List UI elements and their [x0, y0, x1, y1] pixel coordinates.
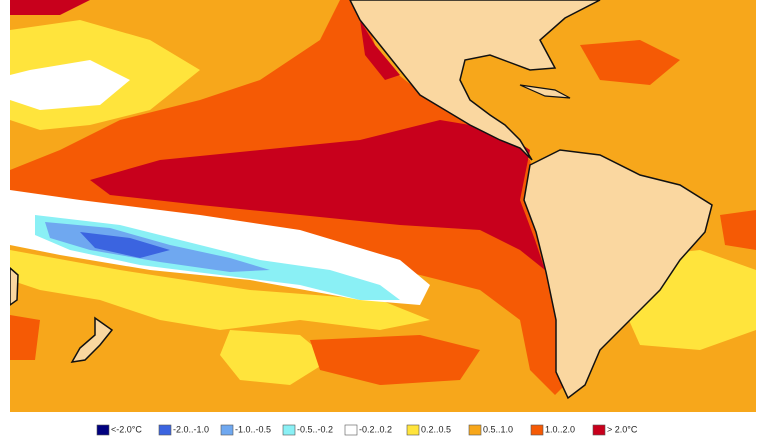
legend: <-2.0°C -2.0..-1.0 -1.0..-0.5 -0.5..-0.2 -0.… [96, 424, 638, 436]
anomaly-patch [10, 250, 430, 330]
anomaly-patch [220, 330, 330, 385]
legend-swatch [344, 424, 358, 436]
map-area [10, 0, 756, 412]
anomaly-patch [360, 20, 400, 80]
anomaly-patch [90, 120, 545, 270]
legend-swatch [468, 424, 482, 436]
anomaly-patch [80, 232, 170, 258]
legend-swatch [530, 424, 544, 436]
land-caribbean [519, 84, 571, 99]
legend-label: -1.0..-0.5 [235, 424, 271, 434]
anomaly-patch [10, 0, 90, 15]
anomaly-patch [310, 335, 480, 385]
land-south-america [523, 149, 713, 400]
legend-label: 0.5..1.0 [483, 424, 513, 434]
legend-label: 1.0..2.0 [545, 424, 575, 434]
legend-label: -0.2..0.2 [359, 424, 392, 434]
anomaly-patch [720, 210, 756, 250]
anomaly-patch [10, 315, 40, 360]
anomaly-patch [10, 60, 130, 110]
legend-swatch [406, 424, 420, 436]
legend-label: <-2.0°C [111, 424, 142, 434]
land-north-america [349, 0, 601, 161]
land-australia [10, 267, 19, 306]
legend-swatch [96, 424, 110, 436]
legend-swatch [282, 424, 296, 436]
legend-label: -0.5..-0.2 [297, 424, 333, 434]
legend-label: 0.2..0.5 [421, 424, 451, 434]
land-new-zealand [70, 316, 114, 363]
legend-label: -2.0..-1.0 [173, 424, 209, 434]
legend-swatch [592, 424, 606, 436]
anomaly-patch [580, 40, 680, 85]
legend-swatch [220, 424, 234, 436]
legend-label: > 2.0°C [607, 424, 638, 434]
legend-swatch [158, 424, 172, 436]
